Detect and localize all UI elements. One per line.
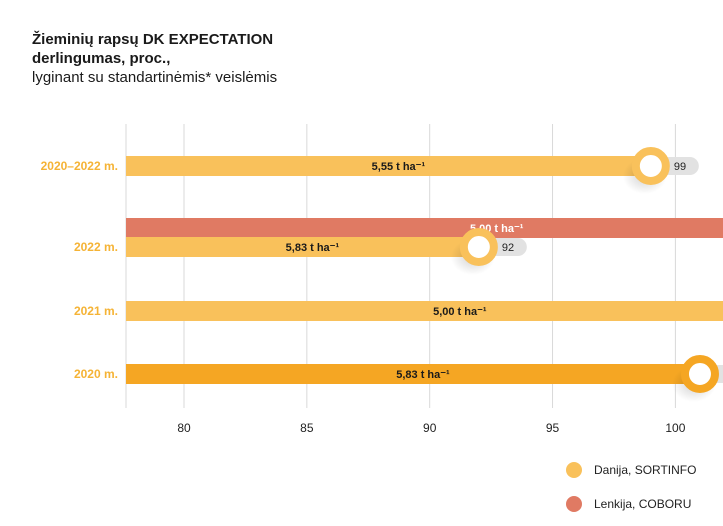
bar-end-marker xyxy=(680,355,719,393)
x-tick-label: 90 xyxy=(423,421,437,435)
bar-end-marker xyxy=(459,228,498,266)
chart-title: Žieminių rapsų DK EXPECTATION derlinguma… xyxy=(32,30,432,87)
bar xyxy=(126,218,723,238)
bar xyxy=(126,364,700,384)
title-line-3: lyginant su standartinėmis* veislėmis xyxy=(32,69,278,86)
x-tick-label: 85 xyxy=(300,421,314,435)
legend-item-danija: Danija, SORTINFO xyxy=(566,462,696,478)
x-tick-label: 80 xyxy=(177,421,191,435)
value-label: 92 xyxy=(502,242,514,254)
x-tick-label: 100 xyxy=(665,421,685,435)
bar xyxy=(126,301,723,321)
bar-end-marker xyxy=(631,147,670,185)
value-label: 99 xyxy=(674,161,686,173)
yield-label: 5,83 t ha⁻¹ xyxy=(286,242,340,254)
category-label: 2020 m. xyxy=(74,367,118,381)
legend-swatch xyxy=(566,496,582,512)
yield-label: 5,55 t ha⁻¹ xyxy=(372,161,426,173)
yield-label: 5,00 t ha⁻¹ xyxy=(433,306,487,318)
x-tick-label: 95 xyxy=(546,421,560,435)
legend-label: Lenkija, COBORU xyxy=(594,497,692,511)
category-label: 2020–2022 m. xyxy=(41,159,118,173)
legend-swatch xyxy=(566,462,582,478)
legend-item-lenkija: Lenkija, COBORU xyxy=(566,496,691,512)
title-line-1: Žieminių rapsų DK EXPECTATION xyxy=(32,31,274,48)
category-label: 2021 m. xyxy=(74,304,118,318)
bar xyxy=(126,237,479,257)
category-label: 2022 m. xyxy=(74,240,118,254)
title-line-2: derlingumas, proc., xyxy=(32,50,171,67)
yield-label: 5,83 t ha⁻¹ xyxy=(396,369,450,381)
legend-label: Danija, SORTINFO xyxy=(594,463,697,477)
bar xyxy=(126,156,651,176)
